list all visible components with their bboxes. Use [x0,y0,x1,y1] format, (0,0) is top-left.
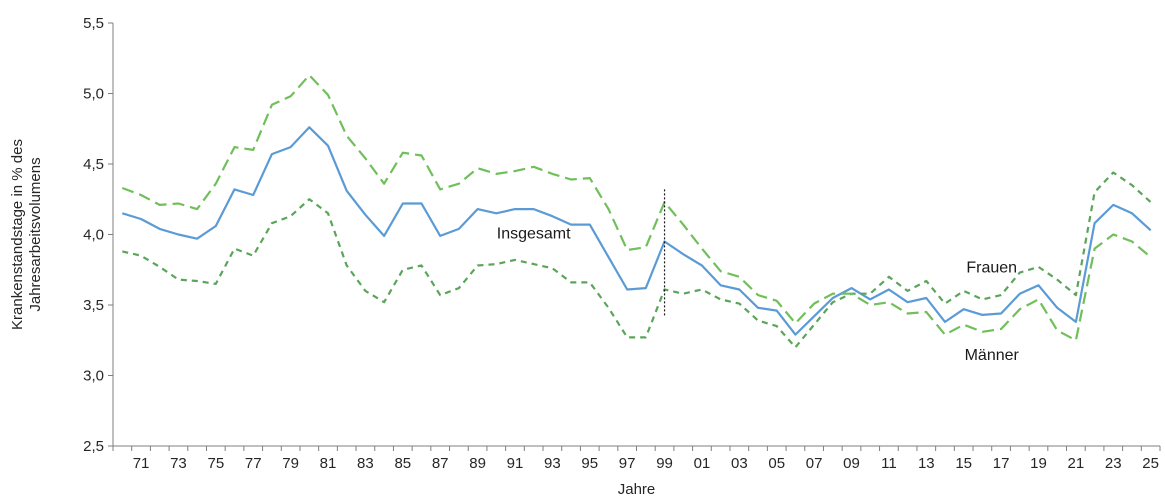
x-axis: 71 73 75 77 79 81 83 85 87 89 91 93 95 97 99 01 03 05 07 09… [112,445,1161,472]
annotation-layer: Insgesamt Frauen Männer [497,226,1020,364]
y-tick-label: 4,0 [83,227,104,244]
series-line-frauen [122,171,1152,349]
y-axis-title-text: Krankenstandstage in % desJahresarbeitsv… [9,139,44,330]
x-tick-label: 11 [881,455,897,472]
series-line-mnner [121,74,1152,342]
y-tick-label: 4,5 [83,156,104,173]
x-tick-label: 99 [656,455,673,472]
y-axis-title-line: Krankenstandstage in % des [9,139,26,330]
y-axis-title: Krankenstandstage in % desJahresarbeitsv… [9,139,44,330]
x-tick-label: 13 [918,455,935,472]
x-tick-label: 97 [619,455,636,472]
y-tick-label: 5,0 [83,86,104,103]
x-tick-label: 91 [507,455,524,472]
y-tick-label: 2,5 [83,438,104,455]
series-annotation: Frauen [966,260,1017,277]
x-tick-label: 73 [170,455,187,472]
y-tick-label: 3,5 [83,297,104,314]
x-tick-label: 83 [357,455,374,472]
x-tick-label: 87 [432,455,449,472]
x-tick-label: 15 [955,455,972,472]
x-tick-label: 93 [544,455,561,472]
y-tick-label: 3,0 [83,368,104,385]
x-tick-label: 75 [207,455,224,472]
x-tick-label: 25 [1142,455,1159,472]
series-annotation: Insgesamt [497,226,571,243]
x-tick-label: 17 [993,455,1010,472]
x-tick-label: 19 [1030,455,1047,472]
x-tick-label: 79 [282,455,299,472]
y-axis-title-line: Jahresarbeitsvolumens [27,157,44,311]
series-annotation: Männer [965,347,1020,364]
x-tick-label: 07 [806,455,823,472]
x-tick-label: 89 [469,455,486,472]
x-tick-label: 77 [245,455,262,472]
x-tick-label: 95 [581,455,598,472]
x-tick-label: 71 [133,455,150,472]
x-axis-title: Jahre [618,481,656,498]
x-tick-label: 01 [694,455,711,472]
x-tick-label: 03 [731,455,748,472]
series-line-insgesamt [121,126,1152,336]
x-tick-label: 21 [1068,455,1085,472]
x-tick-label: 05 [768,455,785,472]
x-tick-label: 23 [1105,455,1122,472]
x-tick-label: 09 [843,455,860,472]
x-tick-label: 85 [394,455,411,472]
x-tick-label: 81 [320,455,337,472]
y-tick-label: 5,5 [83,15,104,32]
y-axis: 2,5 3,0 3,5 4,0 4,5 5,0 5,5 [83,15,114,455]
series-layer [121,74,1152,349]
